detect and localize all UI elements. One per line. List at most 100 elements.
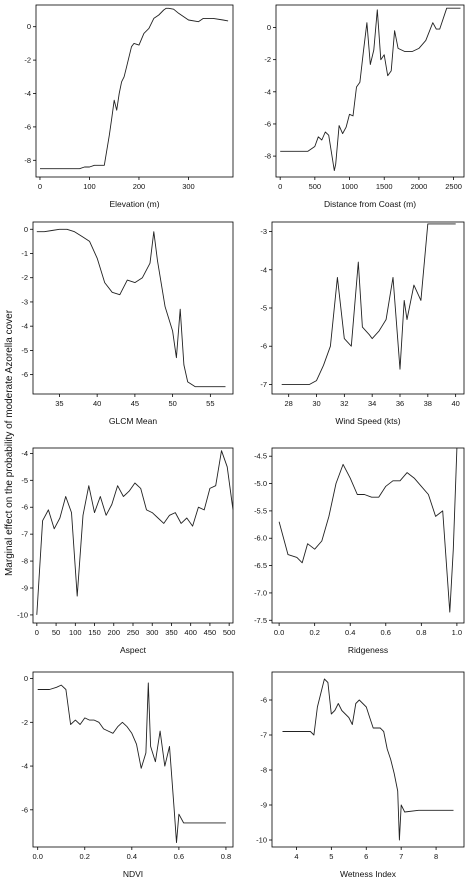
x-tick-label: 2000 <box>411 182 428 191</box>
x-axis-label: Ridgeness <box>348 645 388 655</box>
x-tick-label: 28 <box>285 399 293 408</box>
y-tick-label: -8 <box>264 152 271 161</box>
series-line <box>36 228 226 388</box>
y-tick-label: -6 <box>21 503 28 512</box>
x-tick-label: 36 <box>396 399 404 408</box>
x-tick-label: 350 <box>165 628 178 637</box>
series-line <box>36 450 234 615</box>
x-tick-label: 0.8 <box>221 852 231 861</box>
x-tick-label: 0.8 <box>416 628 426 637</box>
x-tick-label: 0 <box>38 182 42 191</box>
x-tick-label: 100 <box>83 182 96 191</box>
x-tick-label: 35 <box>55 399 63 408</box>
y-tick-label: 0 <box>24 225 28 234</box>
x-tick-label: 50 <box>168 399 176 408</box>
x-tick-label: 0 <box>278 182 282 191</box>
panel-7: 0.0 0.2 0.4 0.6 0.8 0 -2 -4 -6 NDVI <box>21 671 234 879</box>
y-tick-label: -8 <box>21 557 28 566</box>
y-tick-label: 0 <box>27 22 31 31</box>
x-tick-label: 38 <box>424 399 432 408</box>
x-tick-label: 0.2 <box>80 852 90 861</box>
plot-frame <box>35 4 234 178</box>
y-tick-label: -6 <box>21 805 28 814</box>
x-tick-label: 150 <box>88 628 101 637</box>
panel-2: 0 500 1000 1500 2000 2500 0 -2 -4 -6 -8 Distance fr… <box>264 4 465 209</box>
y-tick-label: -2 <box>21 273 28 282</box>
y-tick-label: -4 <box>24 89 31 98</box>
x-axis-label: Wetness Index <box>340 869 397 879</box>
x-tick-label: 200 <box>133 182 146 191</box>
panel-3: 35 40 45 50 55 0 -1 -2 -3 -4 -5 -6 GLCM Mean <box>21 221 234 426</box>
x-tick-label: 6 <box>364 852 368 861</box>
x-tick-label: 1.0 <box>452 628 462 637</box>
panel-4: 28 30 32 34 36 38 40 -3 -4 -5 -6 -7 Wind Speed (kts) <box>260 221 465 426</box>
plot-frame <box>271 671 465 848</box>
y-tick-label: -6 <box>260 696 267 705</box>
plot-frame <box>275 4 465 178</box>
y-tick-label: -4 <box>21 762 28 771</box>
x-axis-label: GLCM Mean <box>109 416 157 426</box>
y-tick-label: -5.0 <box>254 479 267 488</box>
y-tick-label: -9 <box>260 801 267 810</box>
plot-frame <box>271 221 465 395</box>
x-tick-label: 0 <box>35 628 39 637</box>
panel-8: 4 5 6 7 8 -6 -7 -8 -9 -10 Wetness Index <box>256 671 465 879</box>
y-tick-label: -4.5 <box>254 452 267 461</box>
plot-frame <box>32 447 234 624</box>
series-line <box>278 447 458 613</box>
x-tick-label: 400 <box>184 628 197 637</box>
series-line <box>281 223 456 385</box>
y-tick-label: -2 <box>21 718 28 727</box>
y-tick-label: -7.0 <box>254 588 267 597</box>
y-tick-label: -6 <box>21 370 28 379</box>
y-tick-label: -8 <box>260 766 267 775</box>
x-tick-label: 450 <box>204 628 217 637</box>
y-tick-label: -6.5 <box>254 561 267 570</box>
y-tick-label: -5 <box>21 476 28 485</box>
y-tick-label: -3 <box>260 227 267 236</box>
y-tick-label: -7 <box>260 731 267 740</box>
y-tick-label: -6 <box>24 122 31 131</box>
y-tick-label: -5 <box>260 304 267 313</box>
x-axis-label: Wind Speed (kts) <box>335 416 400 426</box>
y-tick-label: -10 <box>256 836 267 845</box>
y-tick-label: -2 <box>24 56 31 65</box>
y-tick-label: -10 <box>17 610 28 619</box>
x-tick-label: 0.6 <box>174 852 184 861</box>
y-tick-label: -9 <box>21 584 28 593</box>
x-tick-label: 5 <box>329 852 333 861</box>
series-line <box>282 678 454 841</box>
x-tick-label: 0.2 <box>309 628 319 637</box>
y-tick-label: -4 <box>21 322 28 331</box>
y-tick-label: -8 <box>24 156 31 165</box>
y-tick-label: -5.5 <box>254 506 267 515</box>
x-tick-label: 55 <box>206 399 214 408</box>
x-tick-label: 1000 <box>341 182 358 191</box>
x-axis-label: Elevation (m) <box>109 199 159 209</box>
y-tick-label: -4 <box>21 449 28 458</box>
x-tick-label: 0.0 <box>274 628 284 637</box>
x-tick-label: 0.0 <box>32 852 42 861</box>
y-tick-label: -5 <box>21 346 28 355</box>
x-axis-label: NDVI <box>123 869 143 879</box>
x-tick-label: 32 <box>340 399 348 408</box>
plot-frame <box>32 671 234 848</box>
x-tick-label: 8 <box>434 852 438 861</box>
x-tick-label: 50 <box>52 628 60 637</box>
series-line <box>37 682 226 844</box>
y-tick-label: -2 <box>264 55 271 64</box>
y-tick-label: -6.0 <box>254 534 267 543</box>
x-tick-label: 40 <box>93 399 101 408</box>
x-tick-label: 4 <box>294 852 298 861</box>
y-tick-label: -6 <box>264 119 271 128</box>
y-tick-label: -3 <box>21 297 28 306</box>
series-line <box>280 7 461 172</box>
x-tick-label: 34 <box>368 399 376 408</box>
x-tick-label: 40 <box>451 399 459 408</box>
y-axis-label: Marginal effect on the probability of mo… <box>4 309 15 576</box>
y-tick-label: -7.5 <box>254 616 267 625</box>
x-tick-label: 30 <box>312 399 320 408</box>
y-tick-label: -7 <box>21 530 28 539</box>
